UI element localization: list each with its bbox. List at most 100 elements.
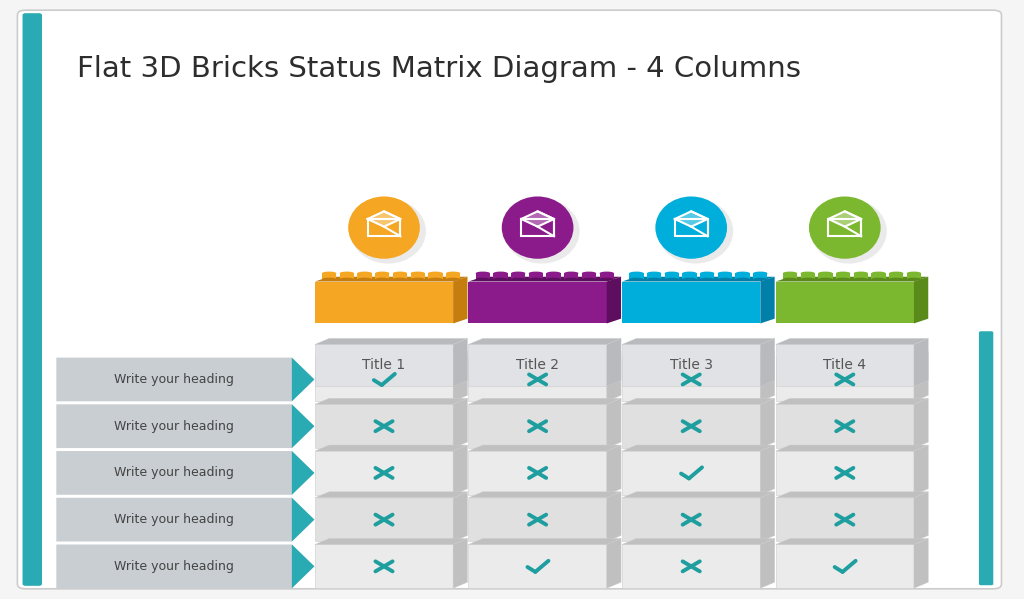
FancyBboxPatch shape: [315, 404, 453, 448]
Polygon shape: [292, 358, 314, 401]
Ellipse shape: [811, 199, 887, 264]
Ellipse shape: [700, 271, 715, 275]
FancyBboxPatch shape: [315, 358, 453, 401]
Polygon shape: [606, 539, 621, 588]
Polygon shape: [675, 211, 708, 226]
FancyBboxPatch shape: [776, 344, 913, 386]
FancyBboxPatch shape: [315, 544, 453, 588]
FancyBboxPatch shape: [623, 451, 760, 495]
FancyBboxPatch shape: [357, 273, 372, 279]
Ellipse shape: [871, 278, 886, 280]
FancyBboxPatch shape: [428, 273, 442, 279]
Polygon shape: [606, 398, 621, 448]
FancyBboxPatch shape: [735, 273, 750, 279]
Polygon shape: [776, 338, 928, 344]
Text: Write your heading: Write your heading: [114, 560, 234, 573]
Polygon shape: [606, 338, 621, 386]
Polygon shape: [469, 445, 621, 451]
Text: Write your heading: Write your heading: [114, 467, 234, 479]
Ellipse shape: [393, 278, 408, 280]
Ellipse shape: [322, 271, 336, 275]
Polygon shape: [606, 492, 621, 541]
Ellipse shape: [428, 271, 442, 275]
Ellipse shape: [528, 271, 543, 275]
FancyBboxPatch shape: [582, 273, 596, 279]
Text: Title 4: Title 4: [823, 358, 866, 373]
Polygon shape: [469, 352, 621, 358]
FancyBboxPatch shape: [623, 358, 760, 401]
FancyBboxPatch shape: [469, 344, 606, 386]
Polygon shape: [469, 398, 621, 404]
FancyBboxPatch shape: [511, 273, 525, 279]
Ellipse shape: [600, 271, 614, 275]
Ellipse shape: [502, 196, 573, 259]
FancyBboxPatch shape: [315, 282, 453, 323]
Ellipse shape: [665, 278, 679, 280]
FancyBboxPatch shape: [375, 273, 389, 279]
FancyBboxPatch shape: [754, 273, 768, 279]
Ellipse shape: [889, 271, 903, 275]
FancyBboxPatch shape: [836, 273, 850, 279]
Polygon shape: [56, 544, 314, 588]
Ellipse shape: [511, 271, 525, 275]
Polygon shape: [315, 277, 467, 282]
Ellipse shape: [682, 271, 696, 275]
Ellipse shape: [348, 196, 420, 259]
Ellipse shape: [801, 278, 815, 280]
FancyBboxPatch shape: [469, 498, 606, 541]
Polygon shape: [776, 539, 928, 544]
Ellipse shape: [350, 199, 426, 264]
Ellipse shape: [854, 278, 868, 280]
Ellipse shape: [735, 278, 750, 280]
Polygon shape: [315, 492, 467, 498]
Ellipse shape: [700, 278, 715, 280]
Polygon shape: [453, 492, 467, 541]
Polygon shape: [315, 338, 467, 344]
Text: Write your heading: Write your heading: [114, 513, 234, 526]
FancyBboxPatch shape: [623, 282, 760, 323]
Ellipse shape: [818, 278, 833, 280]
Polygon shape: [56, 404, 314, 448]
Ellipse shape: [836, 271, 850, 275]
Polygon shape: [521, 211, 554, 226]
Polygon shape: [623, 398, 775, 404]
Ellipse shape: [375, 278, 389, 280]
Ellipse shape: [475, 271, 490, 275]
FancyBboxPatch shape: [600, 273, 614, 279]
FancyBboxPatch shape: [629, 273, 644, 279]
Ellipse shape: [511, 278, 525, 280]
Polygon shape: [606, 277, 621, 323]
Ellipse shape: [494, 271, 508, 275]
FancyBboxPatch shape: [623, 544, 760, 588]
FancyBboxPatch shape: [564, 273, 579, 279]
FancyBboxPatch shape: [340, 273, 354, 279]
Ellipse shape: [801, 271, 815, 275]
Ellipse shape: [582, 271, 596, 275]
Polygon shape: [913, 492, 928, 541]
Ellipse shape: [854, 271, 868, 275]
FancyBboxPatch shape: [776, 282, 913, 323]
Ellipse shape: [411, 271, 425, 275]
FancyBboxPatch shape: [776, 498, 913, 541]
Polygon shape: [292, 404, 314, 448]
FancyBboxPatch shape: [871, 273, 886, 279]
Ellipse shape: [393, 271, 408, 275]
Polygon shape: [453, 277, 467, 323]
FancyBboxPatch shape: [446, 273, 461, 279]
Ellipse shape: [375, 271, 389, 275]
Polygon shape: [606, 445, 621, 495]
Text: Write your heading: Write your heading: [114, 420, 234, 432]
Ellipse shape: [340, 278, 354, 280]
Ellipse shape: [889, 278, 903, 280]
FancyBboxPatch shape: [776, 404, 913, 448]
Polygon shape: [623, 352, 775, 358]
FancyBboxPatch shape: [393, 273, 408, 279]
Ellipse shape: [582, 278, 596, 280]
FancyBboxPatch shape: [776, 451, 913, 495]
FancyBboxPatch shape: [682, 273, 696, 279]
Ellipse shape: [446, 271, 461, 275]
Polygon shape: [453, 338, 467, 386]
Ellipse shape: [871, 271, 886, 275]
FancyBboxPatch shape: [469, 451, 606, 495]
FancyBboxPatch shape: [718, 273, 732, 279]
